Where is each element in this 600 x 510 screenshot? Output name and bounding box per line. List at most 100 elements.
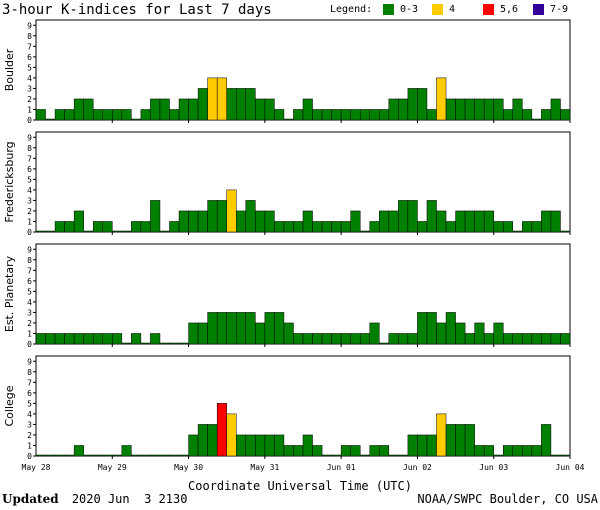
bar [178,454,189,457]
bar [531,333,542,345]
bar [321,333,332,345]
y-tick-label: 7 [27,154,32,163]
bar [312,109,323,121]
bar [54,109,65,121]
bar [245,434,256,457]
bar [483,445,494,457]
y-tick-label: 0 [27,228,32,237]
bar [188,322,199,345]
bar [550,333,561,345]
bar [445,221,456,233]
bar [493,454,504,457]
bar [73,98,84,121]
bar [302,210,313,233]
y-tick-label: 6 [27,53,32,62]
bar [45,118,56,121]
bar [340,445,351,457]
bar [150,454,161,457]
bar [226,88,237,121]
y-tick-label: 4 [27,74,32,83]
bar [274,312,285,345]
bar [178,342,189,345]
bar [531,118,542,121]
bar [445,424,456,457]
bar [102,333,113,345]
y-tick-label: 4 [27,186,32,195]
bar [321,454,332,457]
bar [379,210,390,233]
bar [541,424,552,457]
bar [169,454,180,457]
y-tick-label: 5 [27,399,32,408]
bar [35,109,46,121]
panel-fredericksburg: 0 12 34 56 78 9 Fredericksburg [3,131,571,237]
legend-entry: 0-3 [400,4,418,15]
bar [350,109,361,121]
bar [379,445,390,457]
bar [359,454,371,457]
bar [541,210,552,233]
bar [474,98,485,121]
bar [560,333,571,345]
bar [197,424,208,457]
bar [274,109,285,121]
bar [255,98,266,121]
x-tick-label: Jun 03 [479,463,508,472]
bar [398,333,409,345]
bar [483,333,494,345]
bar [369,109,380,121]
bar [369,322,380,345]
footer-updated: Updated 2020 Jun 3 2130 [2,492,187,506]
bar [64,109,75,121]
bar [550,454,561,457]
bar [264,434,275,457]
bar [207,200,218,233]
bar [512,445,523,457]
bar [121,230,132,233]
updated-label: Updated [2,492,59,506]
bar [92,109,104,121]
bar [464,333,475,345]
bar [283,118,294,121]
bar [331,221,342,233]
y-tick-label: 2 [27,431,32,440]
y-tick-label: 9 [27,133,32,142]
bar [236,434,247,457]
bar [150,200,161,233]
bar [369,221,380,233]
bar [35,333,46,345]
bar [188,434,199,457]
bar [121,342,132,345]
panel-frame [35,243,571,345]
bar [150,333,161,345]
bar [493,221,504,233]
bar [436,77,447,121]
legend-entry: 4 [449,4,455,15]
bar [312,221,323,233]
bar [560,109,571,121]
y-tick-label: 5 [27,63,32,72]
bar [131,454,142,457]
bar [226,413,237,457]
bar [426,312,437,345]
bar [255,434,266,457]
bar [207,312,218,345]
bar [417,221,428,233]
bar [169,109,180,121]
bar [445,312,456,345]
panel-est-planetary: 0 12 34 56 78 9 Est. Planetary [3,243,571,349]
bar [245,200,256,233]
bar [388,333,399,345]
bar [436,210,447,233]
panel-boulder: 0 12 34 56 78 9 Boulder [3,19,571,125]
bar [331,333,342,345]
legend-entry: 7-9 [550,4,568,15]
bar [92,221,104,233]
legend-swatch [483,4,494,15]
bar [455,322,466,345]
bar [541,333,552,345]
bar [302,333,313,345]
bar [503,221,514,233]
y-tick-label: 1 [27,217,32,226]
